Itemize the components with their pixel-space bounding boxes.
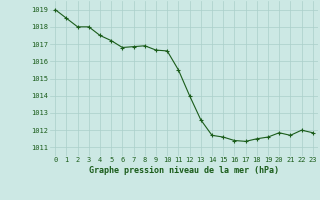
X-axis label: Graphe pression niveau de la mer (hPa): Graphe pression niveau de la mer (hPa) [89,166,279,175]
